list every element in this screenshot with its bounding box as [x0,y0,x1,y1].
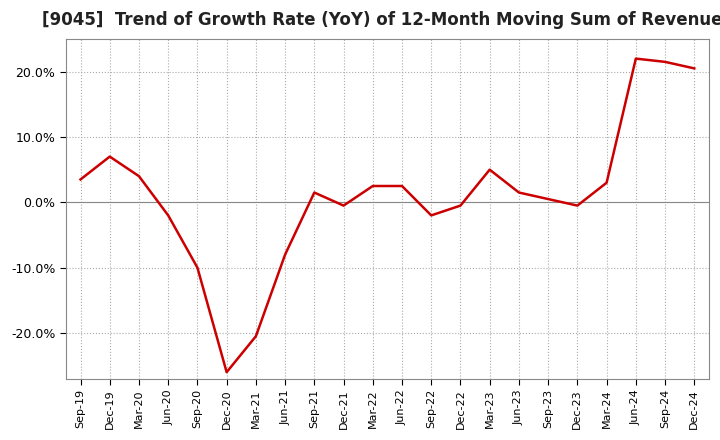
Title: [9045]  Trend of Growth Rate (YoY) of 12-Month Moving Sum of Revenues: [9045] Trend of Growth Rate (YoY) of 12-… [42,11,720,29]
